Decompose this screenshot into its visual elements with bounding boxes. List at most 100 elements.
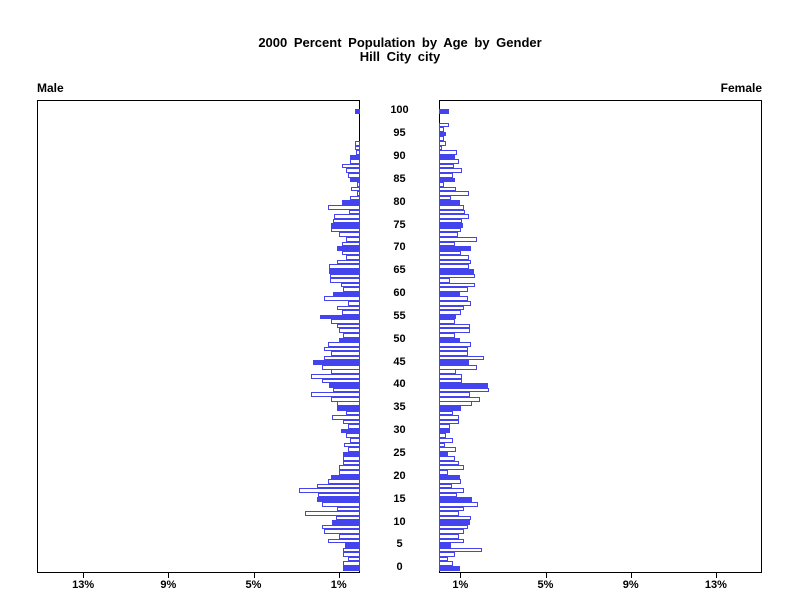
female-age-bar <box>439 392 471 397</box>
female-age-bar <box>439 328 471 333</box>
percent-tick-label: 5% <box>245 579 262 591</box>
male-age-bar <box>355 150 360 155</box>
male-age-bar <box>338 465 360 471</box>
age-tick-label: 70 <box>393 241 406 254</box>
female-age-bar <box>439 465 464 471</box>
male-age-bar <box>323 296 360 301</box>
male-age-bar <box>342 451 360 457</box>
percent-tick-label: 5% <box>537 579 554 591</box>
female-age-bar <box>439 355 484 361</box>
male-age-bar <box>351 186 360 192</box>
male-age-bar <box>354 109 360 114</box>
female-age-bar <box>439 236 477 242</box>
male-age-bar <box>330 278 360 283</box>
male-age-bar <box>330 273 360 279</box>
percent-axis-tick <box>715 573 717 578</box>
male-age-bar <box>340 282 360 288</box>
male-age-bar <box>338 470 360 475</box>
female-age-bar <box>439 470 448 475</box>
male-age-bar <box>340 428 360 434</box>
female-age-bar <box>439 346 468 352</box>
percent-tick-label: 9% <box>622 579 639 591</box>
male-age-bar <box>350 177 360 183</box>
percent-tick-label: 9% <box>160 579 177 591</box>
female-age-bar <box>439 492 457 498</box>
male-age-bar <box>350 195 360 201</box>
female-age-bar <box>439 488 464 493</box>
female-age-bar <box>439 556 448 562</box>
age-tick-label: 95 <box>393 127 406 140</box>
male-age-bar <box>321 364 360 370</box>
male-age-bar <box>331 319 360 324</box>
male-age-bar <box>317 483 360 489</box>
female-age-bar <box>439 268 474 274</box>
male-age-bar <box>346 236 360 242</box>
male-age-bar <box>350 438 360 443</box>
male-age-bar <box>357 182 360 187</box>
male-age-bar <box>342 552 360 557</box>
female-age-bar <box>439 433 447 439</box>
female-age-bar <box>439 255 470 260</box>
male-age-bar <box>350 159 360 164</box>
age-tick-label: 100 <box>390 104 409 117</box>
male-age-bar <box>348 300 360 306</box>
female-age-bar <box>439 305 464 311</box>
female-age-bar <box>439 319 456 324</box>
female-age-bar <box>439 214 470 219</box>
age-tick-label: 90 <box>393 149 406 162</box>
male-age-bar <box>342 561 360 567</box>
female-age-bar <box>439 218 463 224</box>
female-age-bar <box>439 364 477 370</box>
male-age-bar <box>342 460 360 466</box>
male-age-bar <box>304 511 360 516</box>
female-age-bar <box>439 159 460 164</box>
female-age-bar <box>439 424 451 429</box>
percent-axis-tick <box>460 573 462 578</box>
percent-axis-tick <box>338 573 340 578</box>
female-age-bar <box>439 456 455 461</box>
male-age-bar <box>336 305 360 311</box>
male-age-bar <box>323 529 360 535</box>
female-age-bar <box>439 566 461 571</box>
female-age-bar <box>439 122 450 128</box>
female-age-bar <box>439 483 452 489</box>
male-age-bar <box>354 140 360 146</box>
female-age-bar <box>439 396 481 402</box>
percent-axis-tick <box>168 573 170 578</box>
male-age-bar <box>332 415 360 420</box>
male-age-bar <box>338 328 360 333</box>
male-age-bar <box>336 323 360 329</box>
percent-axis-tick <box>630 573 632 578</box>
female-age-bar <box>439 369 457 375</box>
male-age-bar <box>336 506 360 512</box>
female-bars-panel <box>439 100 762 573</box>
percent-tick-label: 13% <box>704 579 727 591</box>
male-age-bar <box>348 424 360 429</box>
female-age-bar <box>439 168 463 173</box>
male-age-bar <box>350 154 360 160</box>
female-age-bar <box>439 511 460 516</box>
female-age-bar <box>439 246 471 251</box>
female-age-bar <box>439 127 444 132</box>
female-age-bar <box>439 191 470 196</box>
male-age-bar <box>342 547 360 553</box>
female-age-bar <box>439 204 464 210</box>
age-tick-label: 0 <box>396 561 403 574</box>
male-age-bar <box>345 543 360 548</box>
male-age-bar <box>357 191 360 196</box>
female-age-bar <box>439 406 462 411</box>
male-age-bar <box>321 524 360 530</box>
male-age-bar <box>321 378 360 384</box>
male-age-bar <box>333 218 360 224</box>
female-age-bar <box>439 474 461 480</box>
male-age-bar <box>336 406 360 411</box>
female-age-bar <box>439 447 457 452</box>
male-age-bar <box>335 515 360 521</box>
age-tick-label: 20 <box>393 469 406 482</box>
female-age-bar <box>439 177 455 183</box>
male-age-bar <box>338 337 360 343</box>
female-age-bar <box>439 387 490 393</box>
male-age-bar <box>333 387 360 393</box>
age-tick-label: 80 <box>393 195 406 208</box>
percent-tick-label: 1% <box>452 579 469 591</box>
